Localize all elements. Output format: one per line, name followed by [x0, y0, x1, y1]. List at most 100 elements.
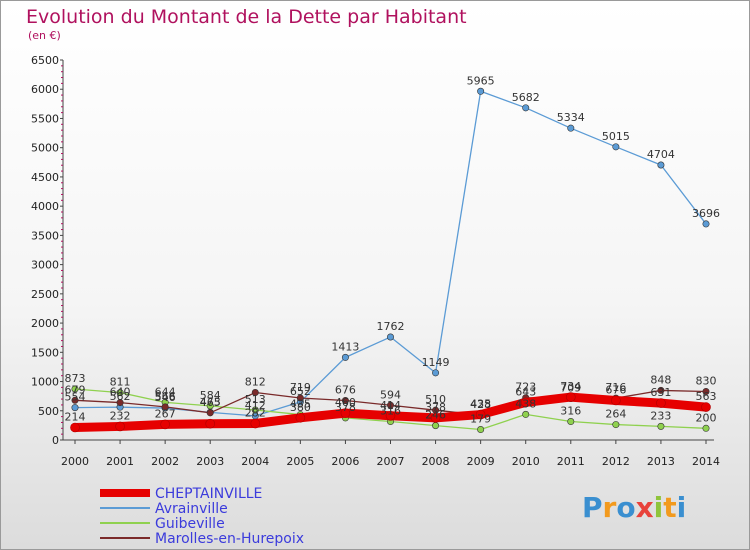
data-point: [341, 353, 349, 361]
data-label: 380: [290, 401, 311, 414]
data-point: [385, 410, 396, 421]
legend: CHEPTAINVILLEAvrainvilleGuibevilleMaroll…: [100, 486, 304, 547]
data-label: 316: [380, 405, 401, 418]
data-point: [71, 385, 79, 393]
data-point: [520, 397, 531, 408]
data-label: 428: [470, 398, 491, 411]
data-label: 438: [515, 397, 536, 410]
axes: 0 500 1000 1500 2000 2500 3000 3500 4000 4500 5000…: [31, 54, 720, 468]
legend-label: CHEPTAINVILLE: [155, 486, 262, 502]
data-label: 709: [560, 382, 581, 395]
data-label: 200: [696, 411, 717, 424]
data-point: [612, 143, 620, 151]
data-point: [251, 389, 259, 397]
data-label: 812: [245, 376, 266, 389]
data-label: 676: [335, 383, 356, 396]
data-point: [251, 406, 259, 414]
data-point: [206, 402, 214, 410]
data-label: 414: [380, 399, 401, 412]
data-point: [522, 104, 530, 112]
data-label: 214: [65, 410, 86, 423]
data-label: 378: [425, 401, 446, 414]
x-tick-label: 2014: [692, 455, 720, 468]
data-point: [70, 422, 80, 433]
data-label: 267: [155, 407, 176, 420]
data-label: 460: [335, 396, 356, 409]
data-point: [386, 401, 394, 409]
y-tick-label: 4500: [31, 171, 59, 184]
data-point: [340, 408, 351, 418]
data-label: 513: [245, 393, 266, 406]
data-point: [565, 392, 576, 402]
legend-label: Avrainville: [155, 501, 228, 517]
data-point: [656, 398, 666, 408]
x-tick-label: 2012: [602, 455, 630, 468]
data-label: 563: [696, 390, 717, 403]
data-label: 412: [245, 399, 266, 412]
data-label: 510: [425, 393, 446, 406]
y-tick-label: 1000: [31, 376, 59, 389]
data-point: [430, 413, 441, 423]
data-label: 676: [605, 383, 626, 396]
data-label: 562: [110, 390, 131, 403]
data-label: 848: [650, 373, 671, 386]
data-point: [702, 424, 710, 432]
data-point: [477, 426, 485, 434]
x-tick-label: 2013: [647, 455, 675, 468]
data-label: 723: [515, 381, 536, 394]
data-label: 5015: [602, 130, 630, 143]
y-tick-label: 4000: [31, 200, 59, 213]
data-point: [205, 418, 216, 429]
data-label: 546: [155, 391, 176, 404]
data-label: 473: [200, 395, 221, 408]
data-label: 435: [290, 398, 311, 411]
data-point: [567, 124, 575, 132]
data-point: [567, 418, 575, 426]
data-label: 734: [560, 380, 581, 393]
y-tick-label: 6000: [31, 83, 59, 96]
data-label: 264: [605, 408, 626, 421]
data-label: 3696: [692, 207, 720, 220]
data-point: [657, 422, 665, 430]
data-label: 644: [155, 385, 176, 398]
x-tick-label: 2008: [422, 455, 450, 468]
y-tick-label: 1500: [31, 346, 59, 359]
data-point: [432, 369, 440, 377]
data-point: [612, 421, 620, 429]
y-tick-label: 2500: [31, 288, 59, 301]
data-label: 554: [65, 391, 86, 404]
y-tick-label: 500: [38, 405, 59, 418]
data-label: 5682: [512, 91, 540, 104]
data-point: [71, 404, 79, 412]
x-tick-label: 2009: [467, 455, 495, 468]
series-layer: [70, 87, 711, 434]
data-label: 811: [110, 376, 131, 389]
data-label: 566: [155, 390, 176, 403]
data-point: [701, 402, 711, 412]
data-point: [295, 412, 306, 423]
data-label: 584: [200, 389, 221, 402]
x-tick-label: 2006: [331, 455, 359, 468]
proxiti-logo: Proxiti: [582, 491, 686, 524]
data-label: 282: [245, 407, 266, 420]
y-tick-label: 0: [52, 434, 59, 447]
data-point: [296, 394, 304, 402]
data-point: [116, 389, 124, 397]
svg-text:Proxiti: Proxiti: [582, 491, 686, 524]
data-label: 1762: [377, 320, 405, 333]
data-label: 1149: [422, 356, 450, 369]
data-point: [522, 410, 530, 418]
data-labels: 8736795542148116405622326445665462675844…: [65, 74, 721, 425]
data-label: 594: [380, 388, 401, 401]
data-point: [160, 419, 170, 430]
data-point: [432, 422, 440, 430]
series-guibeville: [71, 385, 710, 434]
data-label: 1413: [331, 340, 359, 353]
data-label: 378: [335, 401, 356, 414]
x-tick-label: 2004: [241, 455, 269, 468]
data-point: [115, 421, 125, 432]
data-label: 179: [470, 413, 491, 426]
y-tick-label: 3000: [31, 259, 59, 272]
data-label: 631: [650, 386, 671, 399]
